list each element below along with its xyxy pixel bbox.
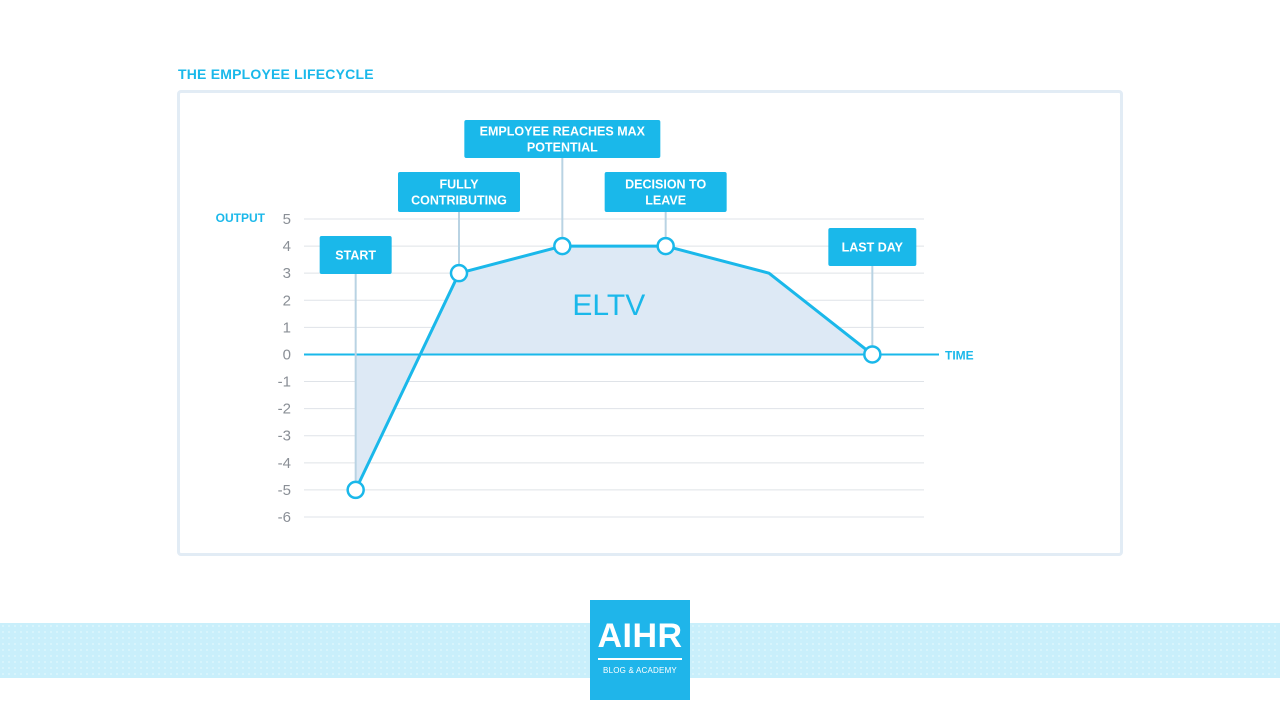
callout-label: DECISION TO: [625, 178, 706, 192]
logo-tagline: BLOG & ACADEMY: [603, 666, 677, 675]
y-tick-label: -1: [278, 374, 291, 391]
y-tick-label: -6: [278, 509, 291, 526]
y-tick-label: -3: [278, 428, 291, 445]
callout-box: [398, 172, 520, 212]
milestone-point: [553, 236, 572, 256]
callout-label: EMPLOYEE REACHES MAX: [480, 125, 646, 139]
y-tick-label: -5: [278, 482, 291, 499]
callout-label: POTENTIAL: [527, 141, 598, 155]
y-tick-label: 2: [283, 292, 291, 309]
y-tick-label: -4: [278, 455, 291, 472]
page-title: THE EMPLOYEE LIFECYCLE: [178, 66, 374, 82]
milestone-point: [656, 236, 675, 256]
eltv-area: [355, 246, 873, 490]
x-axis-title: TIME: [945, 348, 974, 362]
milestone-point: [863, 345, 882, 364]
y-tick-label: 3: [283, 265, 291, 282]
callout-label: START: [335, 249, 376, 263]
callout-box: [319, 236, 392, 274]
callout-label: LAST DAY: [842, 241, 904, 255]
y-tick-label: 4: [283, 238, 291, 255]
y-tick-label: 1: [283, 319, 291, 336]
milestone-point: [346, 480, 365, 500]
logo-divider: [598, 658, 682, 660]
y-tick-label: 0: [283, 346, 291, 363]
aihr-logo[interactable]: AIHR BLOG & ACADEMY: [590, 600, 690, 700]
callout-label: LEAVE: [645, 194, 686, 208]
milestone-point: [449, 263, 469, 283]
y-tick-label: 5: [283, 211, 291, 228]
logo-brand: AIHR: [597, 617, 683, 655]
eltv-label: ELTV: [572, 289, 645, 322]
callout-box: [464, 120, 661, 158]
callout-box: [828, 228, 917, 266]
y-tick-label: -2: [278, 401, 291, 418]
y-axis-title: OUTPUT: [216, 211, 266, 225]
callout-box: [604, 172, 727, 212]
lifecycle-line: [354, 244, 874, 491]
callout-label: CONTRIBUTING: [411, 194, 507, 208]
callout-label: FULLY: [439, 178, 479, 192]
